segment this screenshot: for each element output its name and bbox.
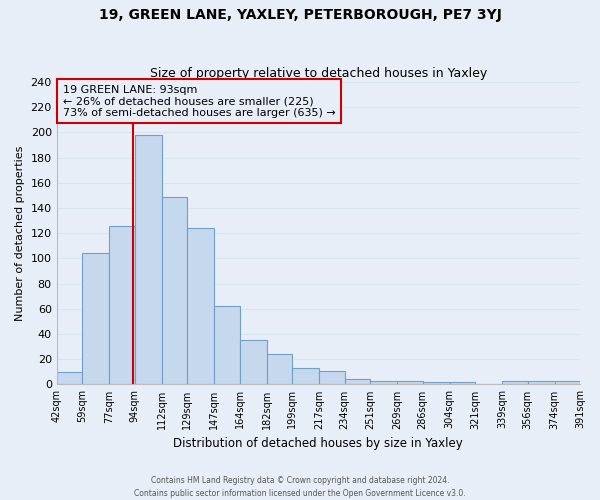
Bar	[239, 340, 266, 384]
Bar	[397, 380, 422, 384]
Bar	[292, 368, 319, 384]
Bar	[109, 226, 134, 384]
Bar	[266, 354, 292, 384]
Y-axis label: Number of detached properties: Number of detached properties	[15, 146, 25, 321]
Bar	[370, 380, 397, 384]
Bar	[527, 380, 554, 384]
Bar	[56, 372, 82, 384]
X-axis label: Distribution of detached houses by size in Yaxley: Distribution of detached houses by size …	[173, 437, 463, 450]
Bar	[449, 382, 475, 384]
Bar	[319, 370, 344, 384]
Bar	[422, 382, 449, 384]
Bar	[344, 380, 370, 384]
Text: Contains HM Land Registry data © Crown copyright and database right 2024.
Contai: Contains HM Land Registry data © Crown c…	[134, 476, 466, 498]
Bar	[214, 306, 239, 384]
Bar	[554, 380, 580, 384]
Text: 19 GREEN LANE: 93sqm
← 26% of detached houses are smaller (225)
73% of semi-deta: 19 GREEN LANE: 93sqm ← 26% of detached h…	[62, 84, 335, 118]
Text: 19, GREEN LANE, YAXLEY, PETERBOROUGH, PE7 3YJ: 19, GREEN LANE, YAXLEY, PETERBOROUGH, PE…	[98, 8, 502, 22]
Bar	[502, 380, 527, 384]
Title: Size of property relative to detached houses in Yaxley: Size of property relative to detached ho…	[150, 66, 487, 80]
Bar	[134, 135, 161, 384]
Bar	[161, 196, 187, 384]
Bar	[82, 254, 109, 384]
Bar	[187, 228, 214, 384]
